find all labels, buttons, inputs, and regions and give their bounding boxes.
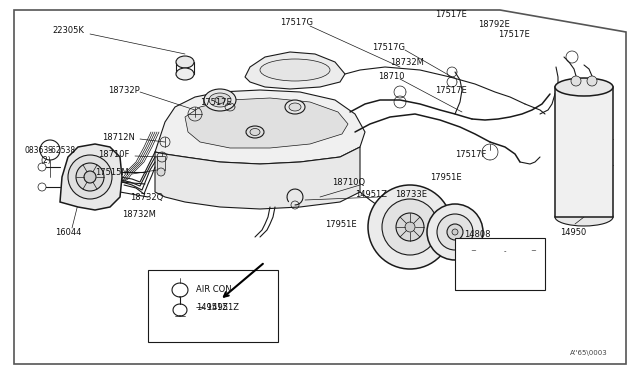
Polygon shape (155, 90, 365, 164)
Ellipse shape (176, 68, 194, 80)
Text: 17517F: 17517F (455, 150, 486, 158)
Text: 18733E: 18733E (395, 189, 427, 199)
Polygon shape (14, 10, 626, 364)
Ellipse shape (204, 89, 236, 111)
Text: 18712N: 18712N (102, 132, 135, 141)
Text: ~: ~ (470, 248, 476, 254)
Text: 18732Q: 18732Q (130, 192, 163, 202)
Text: — 14951Z: — 14951Z (196, 302, 239, 311)
Polygon shape (185, 98, 348, 148)
Circle shape (76, 163, 104, 191)
Ellipse shape (289, 103, 301, 111)
Ellipse shape (250, 128, 260, 135)
Bar (157, 156, 165, 170)
Circle shape (396, 213, 424, 241)
Circle shape (84, 171, 96, 183)
Circle shape (447, 224, 463, 240)
Ellipse shape (555, 78, 613, 96)
Text: 17951E: 17951E (325, 219, 356, 228)
Circle shape (68, 155, 112, 199)
Bar (455, 238, 545, 290)
Bar (555, 87, 613, 217)
Circle shape (382, 199, 438, 255)
Text: 22305K: 22305K (52, 26, 84, 35)
Text: 18732P: 18732P (108, 86, 140, 94)
Ellipse shape (209, 93, 231, 107)
Text: 18732M: 18732M (122, 209, 156, 218)
Circle shape (427, 204, 483, 260)
Ellipse shape (260, 59, 330, 81)
Circle shape (571, 76, 581, 86)
Text: ~: ~ (530, 248, 536, 254)
Text: 17517E: 17517E (498, 29, 530, 38)
Polygon shape (155, 147, 360, 209)
Circle shape (40, 140, 60, 160)
Text: 17515M: 17515M (95, 167, 129, 176)
Text: -: - (504, 248, 506, 254)
Circle shape (157, 168, 165, 176)
Circle shape (405, 222, 415, 232)
Text: 14950: 14950 (560, 228, 586, 237)
Text: 17517E: 17517E (435, 86, 467, 94)
Circle shape (38, 163, 46, 171)
Text: 16044: 16044 (55, 228, 81, 237)
Circle shape (452, 229, 458, 235)
Text: AIR CON: AIR CON (196, 285, 232, 295)
Text: 17951E: 17951E (430, 173, 461, 182)
Text: 18710F: 18710F (98, 150, 129, 158)
Circle shape (368, 185, 452, 269)
Text: 14808: 14808 (464, 230, 490, 238)
Ellipse shape (176, 56, 194, 68)
Circle shape (437, 214, 473, 250)
Ellipse shape (215, 96, 225, 103)
Text: 14951Z: 14951Z (355, 189, 387, 199)
Ellipse shape (555, 208, 613, 226)
Bar (148, 270, 278, 342)
Text: 18792E: 18792E (478, 19, 509, 29)
Circle shape (38, 183, 46, 191)
Text: 08363-62538: 08363-62538 (24, 145, 75, 154)
Ellipse shape (285, 100, 305, 114)
Text: 18710: 18710 (378, 71, 404, 80)
Circle shape (587, 76, 597, 86)
Text: 17517E: 17517E (435, 10, 467, 19)
Polygon shape (245, 52, 345, 89)
Text: S: S (47, 145, 52, 154)
Text: 18732M: 18732M (390, 58, 424, 67)
Text: 17517G: 17517G (372, 42, 405, 51)
Text: 17517E: 17517E (200, 97, 232, 106)
Text: (2): (2) (40, 155, 51, 164)
Ellipse shape (246, 126, 264, 138)
Text: 18710Q: 18710Q (332, 177, 365, 186)
Text: 14951Z: 14951Z (196, 302, 228, 311)
Text: A''65\0003: A''65\0003 (570, 350, 608, 356)
Text: 17517G: 17517G (280, 17, 313, 26)
Polygon shape (60, 144, 122, 210)
